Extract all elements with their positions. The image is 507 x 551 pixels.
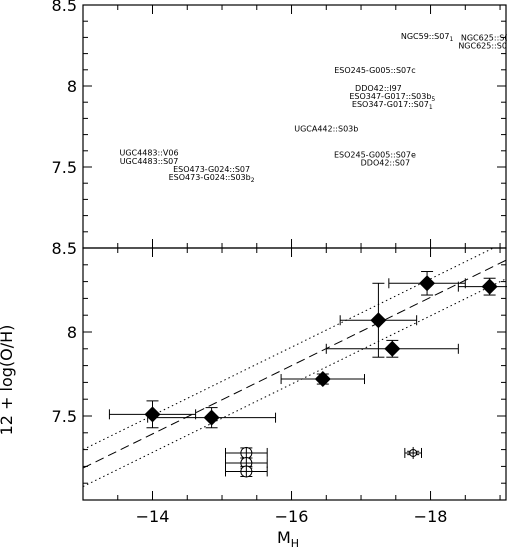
galaxy-label: DDO42::S07 <box>361 158 410 167</box>
galaxy-label-main: ESO347-G017::S03b <box>349 92 431 101</box>
galaxy-label: ESO347-G017::S03b5 <box>349 92 435 103</box>
bottom-xtick-label: −14 <box>136 507 170 526</box>
galaxy-label-main: NGC59::S07 <box>401 32 450 41</box>
bottom-frame <box>82 247 507 501</box>
galaxy-label-main: DDO42::S07 <box>361 158 410 167</box>
galaxy-label-main: ESO473-G024::S07 <box>173 165 250 174</box>
bottom-ytick-label: 8.5 <box>52 239 77 258</box>
galaxy-label: ESO347-G017::S071 <box>352 100 433 111</box>
bottom-xtick-label: −18 <box>414 507 448 526</box>
top-panel: 7.588.5NGC59::S071NGC625::S072NGC625::S0… <box>52 0 507 249</box>
galaxy-label-subscript: 1 <box>449 36 453 43</box>
bottom-xtick-label: −16 <box>275 507 309 526</box>
galaxy-label-main: ESO245-G005::S07e <box>334 150 416 159</box>
galaxy-label: ESO245-G005::S07c <box>334 66 415 75</box>
galaxy-label-main: ESO473-G024::S03b <box>169 173 251 182</box>
diamond-point <box>203 409 220 426</box>
y-axis-label: 12 + log(O/H) <box>0 325 16 436</box>
galaxy-label-subscript: 2 <box>251 177 255 184</box>
galaxy-label: NGC625::S072 <box>461 34 507 45</box>
galaxy-label: UGC4483::S07 <box>120 157 179 166</box>
fit-line-dashed <box>83 259 507 469</box>
bound-line-dotted <box>83 248 495 451</box>
galaxy-label-main: DDO42::I97 <box>355 84 402 93</box>
diamond-point <box>419 275 436 292</box>
galaxy-label: UGCA442::S03b <box>294 124 358 133</box>
galaxy-label-main: ESO245-G005::S07c <box>334 66 415 75</box>
bottom-ytick-label: 8 <box>67 323 77 342</box>
x-axis-label-subscript: H <box>291 537 299 550</box>
galaxy-label-main: UGC4483::V06 <box>120 149 179 158</box>
diamond-point <box>370 312 387 329</box>
galaxy-label: UGC4483::V06 <box>120 149 179 158</box>
galaxy-label: NGC625::S03b5 <box>458 42 507 53</box>
galaxy-label: DDO42::I97 <box>355 84 402 93</box>
x-axis-label: MH <box>277 528 299 550</box>
bound-line-dotted <box>83 277 507 488</box>
galaxy-label: ESO473-G024::S07 <box>173 165 250 174</box>
galaxy-label-main: NGC625::S07 <box>461 34 507 43</box>
galaxy-label-main: UGCA442::S03b <box>294 124 358 133</box>
galaxy-label-main: NGC625::S03b <box>458 42 507 51</box>
galaxy-label: NGC59::S071 <box>401 32 454 43</box>
galaxy-label-subscript: 1 <box>429 104 433 111</box>
top-ytick-label: 8.5 <box>52 0 77 15</box>
top-ytick-label: 7.5 <box>52 158 77 177</box>
diamond-point <box>314 371 331 388</box>
bottom-ytick-label: 7.5 <box>52 407 77 426</box>
galaxy-label: ESO245-G005::S07e <box>334 150 416 159</box>
x-axis-label-main: M <box>277 528 291 547</box>
galaxy-label: ESO473-G024::S03b2 <box>169 173 255 184</box>
galaxy-label-subscript: 5 <box>431 96 435 103</box>
galaxy-label-main: UGC4483::S07 <box>120 157 179 166</box>
diamond-point <box>384 340 401 357</box>
galaxy-label-main: ESO347-G017::S07 <box>352 100 429 109</box>
diamond-point <box>481 278 498 295</box>
top-ytick-label: 8 <box>67 77 77 96</box>
diamond-point <box>144 406 161 423</box>
bottom-panel: 7.5 8 8.5 −14 −16 −18 <box>52 239 507 526</box>
